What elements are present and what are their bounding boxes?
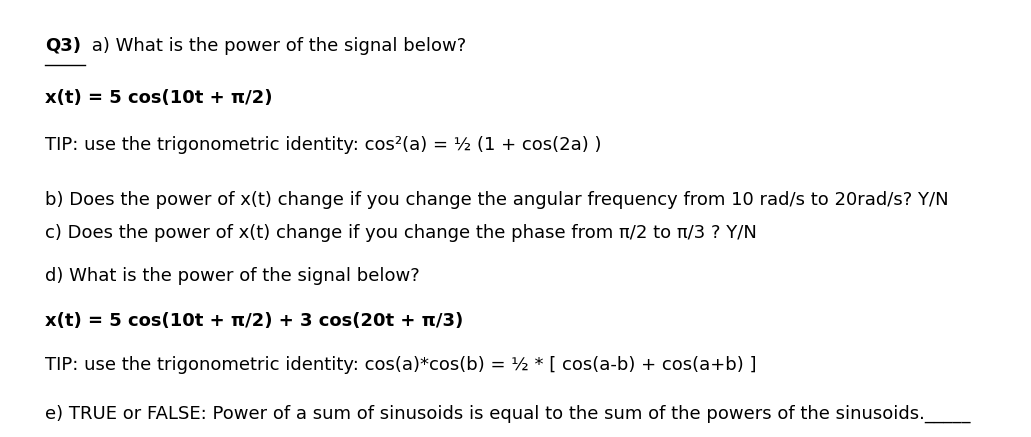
Text: e) TRUE or FALSE: Power of a sum of sinusoids is equal to the sum of the powers : e) TRUE or FALSE: Power of a sum of sinu…: [45, 405, 971, 423]
Text: d) What is the power of the signal below?: d) What is the power of the signal below…: [45, 267, 421, 285]
Text: TIP: use the trigonometric identity: cos(a)*cos(b) = ½ * [ cos(a-b) + cos(a+b) ]: TIP: use the trigonometric identity: cos…: [45, 356, 757, 374]
Text: b) Does the power of x(t) change if you change the angular frequency from 10 rad: b) Does the power of x(t) change if you …: [45, 191, 949, 209]
Text: Q3): Q3): [45, 37, 81, 55]
Text: x(t) = 5 cos(10t + π/2) + 3 cos(20t + π/3): x(t) = 5 cos(10t + π/2) + 3 cos(20t + π/…: [45, 312, 464, 330]
Text: x(t) = 5 cos(10t + π/2): x(t) = 5 cos(10t + π/2): [45, 90, 273, 108]
Text: a) What is the power of the signal below?: a) What is the power of the signal below…: [87, 37, 467, 55]
Text: c) Does the power of x(t) change if you change the phase from π/2 to π/3 ? Y/N: c) Does the power of x(t) change if you …: [45, 224, 758, 242]
Text: TIP: use the trigonometric identity: cos²(a) = ½ (1 + cos(2a) ): TIP: use the trigonometric identity: cos…: [45, 136, 602, 154]
